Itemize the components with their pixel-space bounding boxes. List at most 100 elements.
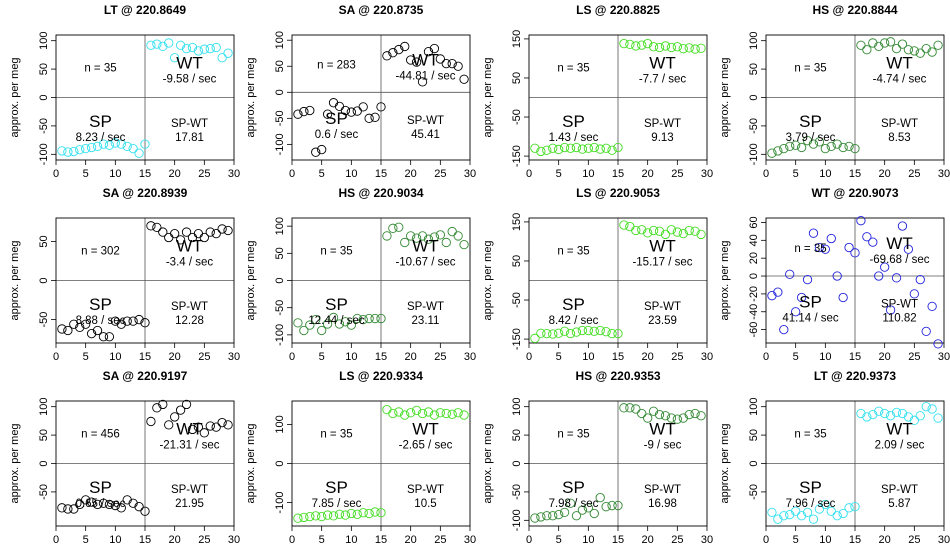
data-point bbox=[435, 230, 445, 240]
data-point bbox=[453, 408, 463, 418]
chart-title: WT @ 220.9073 bbox=[811, 186, 898, 200]
data-point bbox=[164, 420, 174, 430]
y-axis-label: approx. per meg bbox=[719, 240, 731, 320]
data-point bbox=[654, 226, 665, 236]
x-tick-label: 30 bbox=[464, 351, 476, 363]
data-point bbox=[205, 227, 215, 237]
data-point bbox=[358, 508, 368, 518]
sp-wt-label: SP-WT bbox=[171, 484, 208, 496]
data-point bbox=[619, 403, 629, 413]
data-point bbox=[885, 411, 896, 421]
sp-wt-label: SP-WT bbox=[644, 118, 681, 130]
sp-rate: 7.96 / sec bbox=[786, 498, 836, 510]
chart-title: SA @ 220.9197 bbox=[103, 369, 188, 383]
y-tick-label: -150 bbox=[511, 328, 523, 350]
y-tick-label: 0 bbox=[748, 94, 760, 100]
data-point bbox=[346, 107, 356, 117]
sp-wt-value: 110.82 bbox=[882, 313, 916, 325]
sp-wt-label: SP-WT bbox=[644, 484, 681, 496]
x-tick-label: 0 bbox=[526, 351, 532, 363]
x-tick-label: 10 bbox=[582, 351, 594, 363]
x-tick-label: 20 bbox=[642, 534, 654, 546]
data-point bbox=[891, 407, 902, 418]
y-tick-label: -100 bbox=[38, 143, 50, 165]
data-point bbox=[110, 138, 120, 148]
x-tick-label: 20 bbox=[169, 168, 181, 180]
sp-label: SP bbox=[89, 295, 112, 314]
data-point bbox=[376, 313, 386, 324]
data-point bbox=[654, 42, 665, 53]
sp-rate: 0.65 / sec bbox=[76, 498, 126, 510]
data-point bbox=[678, 413, 688, 423]
y-tick-label: -100 bbox=[274, 133, 286, 155]
data-point bbox=[796, 511, 807, 521]
data-point bbox=[868, 237, 878, 247]
x-tick-label: 20 bbox=[879, 534, 891, 546]
y-tick-label: 0 bbox=[748, 273, 760, 279]
data-point bbox=[696, 43, 706, 53]
data-point bbox=[305, 105, 315, 116]
x-tick-label: 10 bbox=[109, 534, 121, 546]
data-point bbox=[305, 511, 315, 522]
data-point bbox=[293, 318, 303, 328]
chart-panel-12: LT @ 220.9373 approx. per meg 0 5 10 15 20 25 30… bbox=[719, 369, 950, 546]
data-point bbox=[559, 326, 570, 336]
data-point bbox=[340, 510, 351, 520]
x-tick-label: 20 bbox=[642, 351, 654, 363]
x-tick-label: 0 bbox=[526, 534, 532, 546]
sp-rate: 3.79 / sec bbox=[786, 132, 836, 144]
x-tick-label: 30 bbox=[701, 351, 713, 363]
data-point bbox=[791, 506, 801, 516]
data-point bbox=[637, 40, 647, 50]
sp-label: SP bbox=[562, 478, 585, 497]
data-point bbox=[181, 227, 192, 237]
x-tick-label: 5 bbox=[319, 351, 325, 363]
data-point bbox=[175, 40, 186, 50]
chart-panel-6: HS @ 220.9034 approx. per meg 0 5 10 15 20 25 30… bbox=[245, 186, 476, 363]
data-point bbox=[382, 404, 392, 415]
x-tick-label: 15 bbox=[375, 168, 387, 180]
data-point bbox=[536, 328, 546, 338]
data-point bbox=[63, 504, 73, 514]
data-point bbox=[459, 410, 469, 420]
data-point bbox=[328, 312, 339, 323]
x-tick-label: 30 bbox=[938, 168, 950, 180]
data-point bbox=[400, 41, 410, 52]
data-point bbox=[98, 498, 109, 508]
sp-label: SP bbox=[325, 295, 348, 314]
wt-rate: 2.09 / sec bbox=[875, 439, 925, 451]
x-tick-label: 5 bbox=[319, 534, 325, 546]
data-point bbox=[223, 420, 233, 430]
data-point bbox=[57, 324, 67, 334]
data-point bbox=[577, 325, 588, 336]
data-point bbox=[388, 48, 398, 58]
data-point bbox=[826, 233, 836, 244]
data-point bbox=[346, 508, 356, 519]
n-label: n = 35 bbox=[557, 245, 589, 257]
data-point bbox=[631, 41, 641, 51]
data-point bbox=[583, 325, 593, 336]
data-point bbox=[548, 329, 558, 339]
sp-wt-value: 9.13 bbox=[651, 132, 673, 144]
data-point bbox=[217, 53, 227, 63]
y-tick-label: -40 bbox=[748, 304, 760, 320]
data-point bbox=[862, 232, 872, 242]
data-point bbox=[909, 46, 919, 56]
data-point bbox=[86, 497, 97, 507]
y-tick-label: -50 bbox=[511, 292, 523, 308]
data-point bbox=[583, 503, 593, 513]
n-label: n = 283 bbox=[317, 60, 356, 72]
data-point bbox=[205, 43, 215, 54]
data-point bbox=[122, 141, 132, 152]
data-point bbox=[808, 228, 819, 238]
data-point bbox=[140, 139, 150, 149]
x-tick-label: 15 bbox=[849, 168, 861, 180]
x-tick-label: 25 bbox=[434, 534, 446, 546]
x-tick-label: 10 bbox=[109, 168, 121, 180]
data-point bbox=[217, 417, 227, 428]
data-point bbox=[696, 229, 706, 240]
data-point bbox=[110, 500, 120, 511]
y-tick-label: 50 bbox=[38, 63, 50, 75]
chart-title: LS @ 220.9053 bbox=[576, 186, 660, 200]
